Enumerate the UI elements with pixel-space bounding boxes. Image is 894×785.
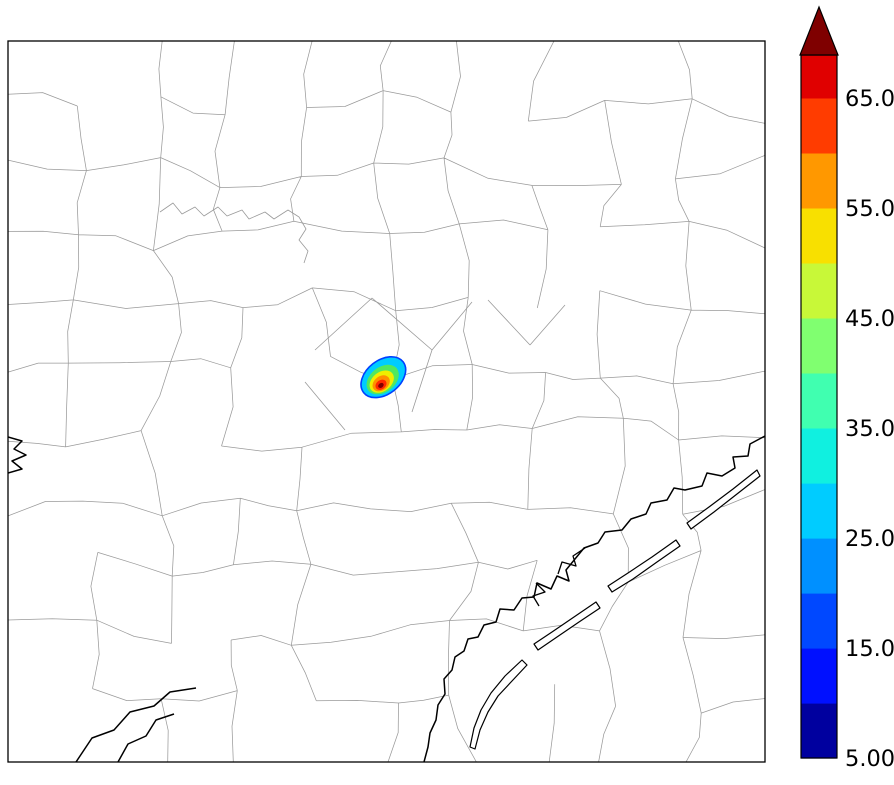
bay-jags [532, 547, 586, 607]
colorbar-tick-label: 15.00 [845, 636, 894, 662]
colorbar-tick-label: 55.00 [845, 196, 894, 222]
colorbar-segment [801, 428, 837, 484]
rivers-bottom-left [75, 687, 197, 762]
colorbar: 65.00 55.00 45.00 35.00 25.00 15.00 5.00 [799, 5, 894, 772]
barrier-islands [469, 469, 761, 750]
colorbar-segment [801, 97, 837, 154]
coastline [423, 435, 765, 762]
plume-level-65 [378, 382, 384, 389]
colorbar-tick-label: 45.00 [845, 306, 894, 332]
barrier-island [686, 469, 761, 530]
plume-contours [360, 355, 407, 399]
colorbar-gradient [801, 55, 837, 759]
map-background [8, 41, 765, 762]
barrier-island [607, 539, 681, 593]
colorbar-segment [801, 703, 837, 759]
barrier-island [533, 601, 601, 651]
river-left-edge [8, 436, 27, 474]
colorbar-tick-label: 25.00 [845, 526, 894, 552]
barrier-island [469, 659, 528, 750]
coastline-group [8, 435, 765, 762]
colorbar-segment [801, 372, 837, 429]
colorbar-segment [801, 262, 837, 319]
colorbar-tick-label: 5.00 [845, 746, 894, 772]
colorbar-segment [801, 538, 837, 594]
colorbar-segment [801, 55, 837, 99]
colorbar-ticks: 65.00 55.00 45.00 35.00 25.00 15.00 5.00 [845, 86, 894, 772]
map-frame [7, 40, 766, 763]
colorbar-segment [801, 152, 837, 209]
colorbar-segment [801, 593, 837, 649]
colorbar-segment [801, 317, 837, 374]
colorbar-tick-label: 35.00 [845, 416, 894, 442]
river-boundary-lines [159, 202, 566, 431]
colorbar-tick-label: 65.00 [845, 86, 894, 112]
colorbar-segment [801, 483, 837, 539]
colorbar-over-arrow [799, 5, 839, 56]
county-boundaries [8, 41, 765, 762]
colorbar-segment [801, 648, 837, 704]
colorbar-segment [801, 207, 837, 264]
